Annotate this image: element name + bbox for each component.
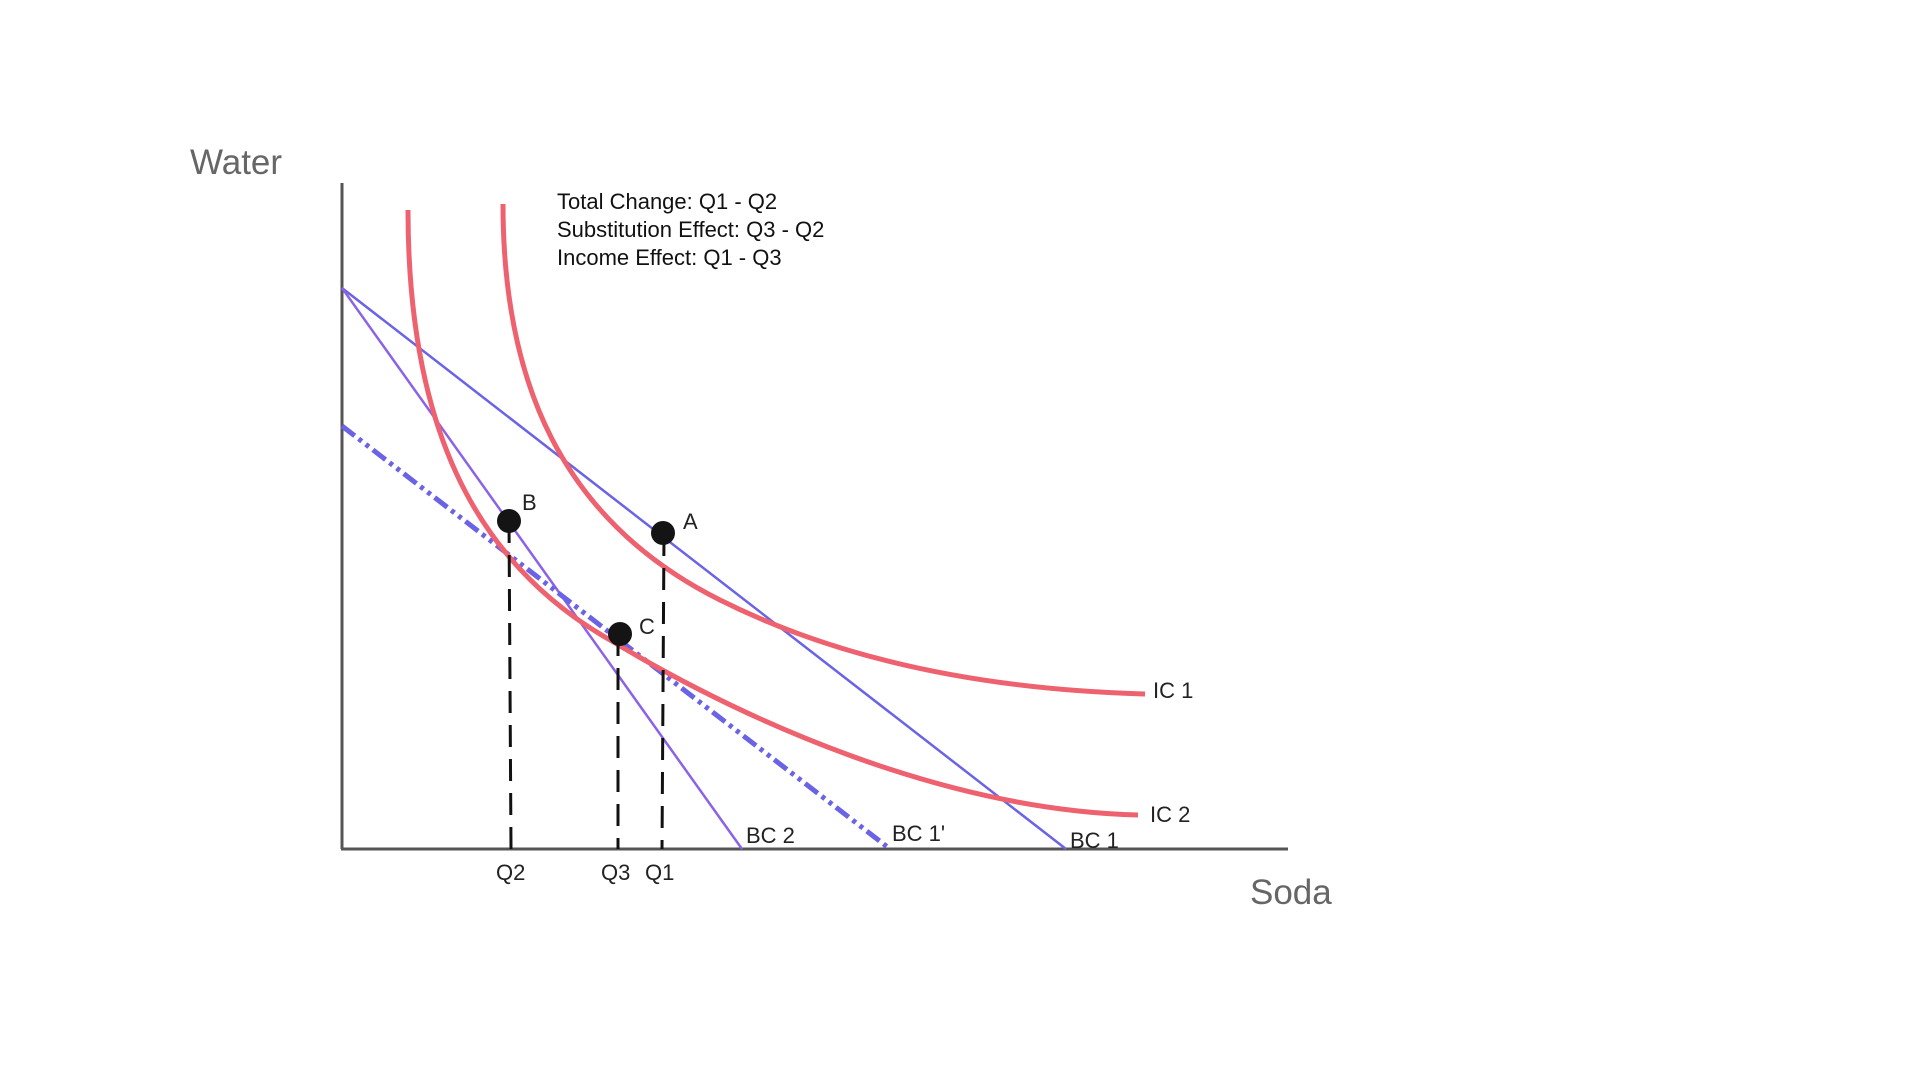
ic1-curve [500,203,1146,697]
point-c [608,622,632,646]
total-change-note: Total Change: Q1 - Q2 [557,189,777,214]
bc1-prime-line [340,424,892,851]
point-b-label: B [522,490,537,515]
bc1-label: BC 1 [1070,828,1119,853]
bc1-line [341,287,1067,850]
q3-label: Q3 [601,860,630,885]
point-c-label: C [639,614,655,639]
q1-dropline [660,533,666,850]
q2-label: Q2 [496,860,525,885]
point-b [497,509,521,533]
bc1-prime-label: BC 1' [892,821,945,846]
ic2-label: IC 2 [1150,802,1190,827]
bc2-label: BC 2 [746,823,795,848]
q1-label: Q1 [645,860,674,885]
substitution-effect-note: Substitution Effect: Q3 - Q2 [557,217,824,242]
point-a [651,521,675,545]
ic2-curve [405,209,1139,818]
income-effect-note: Income Effect: Q1 - Q3 [557,245,782,270]
y-axis-title: Water [190,143,282,182]
ic1-label: IC 1 [1153,678,1193,703]
bc2-line [340,287,744,850]
q2-dropline [507,520,513,850]
point-a-label: A [683,509,698,534]
x-axis-title: Soda [1250,873,1332,912]
